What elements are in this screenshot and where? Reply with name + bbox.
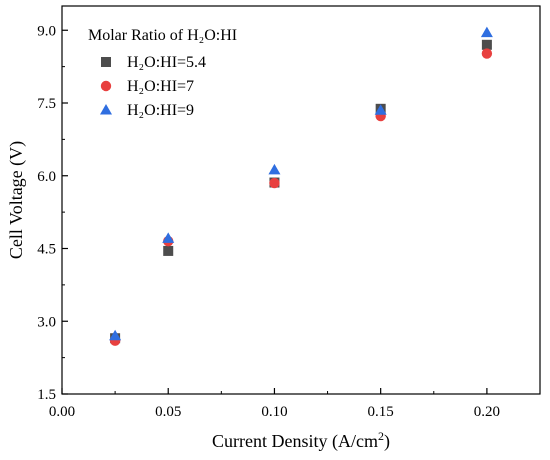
data-point-square — [163, 245, 174, 256]
y-tick-label: 6.0 — [37, 169, 56, 185]
data-points — [109, 26, 493, 346]
data-point-triangle — [162, 232, 175, 243]
data-point-triangle — [374, 104, 387, 115]
legend-label: H₂O:HI=5.4 — [127, 54, 206, 71]
x-tick-label: 0.00 — [49, 404, 75, 420]
y-tick-label: 9.0 — [37, 23, 56, 39]
legend: Molar Ratio of H₂O:HI H₂O:HI=5.4 H₂O:HI=7… — [88, 27, 237, 119]
legend-marker-circle — [100, 80, 112, 92]
data-point-circle — [481, 48, 493, 59]
legend-marker-triangle — [100, 104, 112, 115]
x-tick-label: 0.20 — [474, 404, 500, 420]
legend-marker-square — [101, 57, 111, 67]
x-tick-label: 0.15 — [368, 404, 394, 420]
legend-title: Molar Ratio of H₂O:HI — [88, 27, 237, 44]
data-point-triangle — [480, 26, 493, 38]
y-axis-label: Cell Voltage (V) — [6, 141, 27, 259]
legend-label: H₂O:HI=7 — [127, 78, 194, 95]
data-point-triangle — [268, 163, 281, 175]
data-point-triangle — [109, 329, 122, 341]
y-tick-label: 1.5 — [37, 387, 56, 403]
y-tick-label: 7.5 — [37, 96, 56, 112]
legend-items: H₂O:HI=5.4 H₂O:HI=7 H₂O:HI=9 — [100, 54, 206, 119]
y-tick-label: 3.0 — [37, 314, 56, 330]
x-tick-label: 0.05 — [155, 404, 181, 420]
x-tick-label: 0.10 — [261, 404, 287, 420]
plot-frame — [61, 5, 541, 395]
x-axis-label: Current Density (A/cm2) — [212, 429, 390, 452]
legend-label: H₂O:HI=9 — [127, 102, 194, 119]
y-tick-label: 4.5 — [37, 242, 56, 258]
data-point-circle — [269, 177, 280, 189]
data-point-square — [481, 39, 492, 50]
axis-ticks: 0.00 0.05 0.10 0.15 0.20 1.5 3.0 4.5 6.0 7.5 9.0 — [37, 23, 541, 420]
